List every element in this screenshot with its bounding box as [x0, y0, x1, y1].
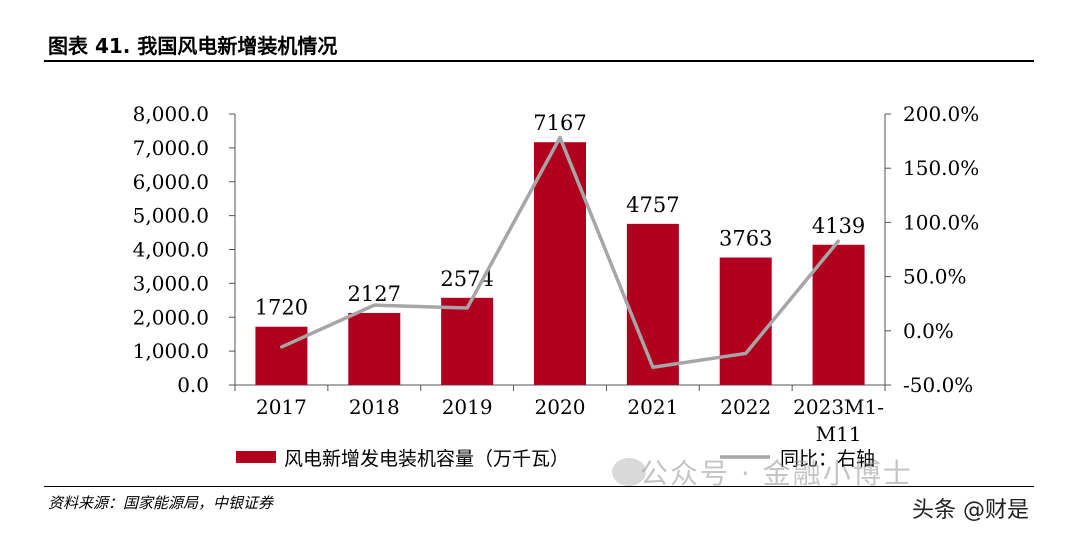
- left-tick-label: 5,000.0: [133, 204, 209, 228]
- title-rule: [44, 60, 1034, 62]
- left-tick-label: 6,000.0: [133, 170, 209, 194]
- bar-data-label: 2127: [348, 282, 401, 306]
- wechat-icon: [612, 458, 646, 486]
- right-tick-label: 200.0%: [903, 102, 979, 126]
- left-tick-label: 3,000.0: [133, 271, 209, 295]
- figure-title: 图表 41. 我国风电新增装机情况: [48, 34, 338, 58]
- right-tick-label: 150.0%: [903, 156, 979, 180]
- bar-data-label: 7167: [533, 111, 586, 135]
- bar: [812, 244, 865, 385]
- watermark-text: 公众号 · 金融小博士: [640, 457, 913, 490]
- bar-data-label: 4139: [812, 214, 865, 238]
- legend-line-label: 同比：右轴: [780, 448, 875, 470]
- legend-bar-label: 风电新增发电装机容量（万千瓦）: [284, 448, 569, 470]
- source-note: 资料来源：国家能源局，中银证券: [48, 494, 274, 512]
- bar-data-label: 1720: [255, 296, 308, 320]
- bar: [719, 257, 772, 385]
- yoy-point: [558, 135, 562, 139]
- yoy-point: [465, 306, 469, 310]
- brand-watermark: 头条 @财是: [912, 498, 1029, 523]
- left-tick-label: 7,000.0: [133, 136, 209, 160]
- right-tick-label: 100.0%: [903, 210, 979, 234]
- left-tick-label: 8,000.0: [133, 102, 209, 126]
- x-category-label: 2020: [535, 395, 586, 419]
- right-tick-label: -50.0%: [903, 373, 973, 397]
- yoy-point: [279, 345, 283, 349]
- bar: [441, 297, 494, 385]
- yoy-point: [372, 303, 376, 307]
- chart: 0.0 1,000.0 2,000.0 3,000.0 4,000.0 5,000.0 6,…: [133, 102, 980, 470]
- left-tick-label: 1,000.0: [133, 339, 209, 363]
- left-tick-label: 0.0: [177, 373, 209, 397]
- source-rule: [44, 486, 1034, 487]
- left-tick-label: 4,000.0: [133, 238, 209, 262]
- legend-bar-swatch: [236, 451, 276, 463]
- yoy-point: [651, 365, 655, 369]
- bar: [626, 223, 679, 385]
- bar-data-label: 4757: [626, 193, 679, 217]
- x-category-label: 2021: [627, 395, 678, 419]
- x-category-label: 2023M1-: [793, 395, 884, 419]
- left-tick-label: 2,000.0: [133, 305, 209, 329]
- right-tick-label: 50.0%: [903, 265, 967, 289]
- yoy-point: [744, 351, 748, 355]
- yoy-point: [837, 239, 841, 243]
- bar: [348, 312, 401, 385]
- x-category-label: 2019: [442, 395, 493, 419]
- x-category-label: 2018: [349, 395, 400, 419]
- bar: [255, 326, 308, 385]
- x-category-label: 2022: [720, 395, 771, 419]
- bar-data-label: 3763: [719, 227, 772, 251]
- x-category-label: 2017: [256, 395, 307, 419]
- right-tick-label: 0.0%: [903, 319, 954, 343]
- x-category-label: M11: [816, 422, 862, 446]
